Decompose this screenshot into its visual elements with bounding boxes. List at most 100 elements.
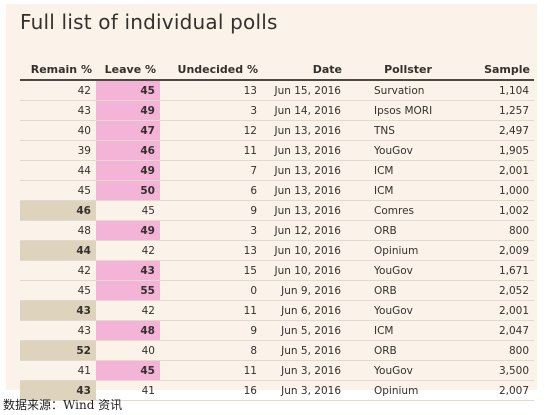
cell-undecided: 15 bbox=[160, 260, 262, 281]
cell-leave: 45 bbox=[96, 360, 160, 381]
cell-leave: 45 bbox=[96, 80, 160, 101]
cell-sample: 800 bbox=[470, 340, 534, 361]
column-header-date: Date bbox=[262, 56, 346, 81]
table-row: 45 55 0 Jun 9, 2016 ORB 2,052 bbox=[20, 280, 534, 301]
cell-pollster: Comres bbox=[346, 200, 470, 221]
cell-undecided: 6 bbox=[160, 180, 262, 201]
table-row: 43 41 16 Jun 3, 2016 Opinium 2,007 bbox=[20, 380, 534, 401]
cell-sample: 1,000 bbox=[470, 180, 534, 201]
cell-remain: 43 bbox=[20, 320, 96, 341]
table-row: 39 46 11 Jun 13, 2016 YouGov 1,905 bbox=[20, 140, 534, 161]
cell-leave: 55 bbox=[96, 280, 160, 301]
cell-undecided: 8 bbox=[160, 340, 262, 361]
cell-undecided: 11 bbox=[160, 300, 262, 321]
cell-undecided: 3 bbox=[160, 220, 262, 241]
cell-undecided: 0 bbox=[160, 280, 262, 301]
cell-sample: 2,497 bbox=[470, 120, 534, 141]
cell-sample: 1,671 bbox=[470, 260, 534, 281]
cell-sample: 2,052 bbox=[470, 280, 534, 301]
cell-sample: 2,001 bbox=[470, 160, 534, 181]
cell-undecided: 16 bbox=[160, 380, 262, 401]
cell-date: Jun 6, 2016 bbox=[262, 300, 346, 321]
cell-undecided: 13 bbox=[160, 240, 262, 261]
cell-remain: 44 bbox=[20, 160, 96, 181]
cell-sample: 800 bbox=[470, 220, 534, 241]
cell-remain: 45 bbox=[20, 180, 96, 201]
cell-remain: 43 bbox=[20, 300, 96, 321]
table-row: 43 49 3 Jun 14, 2016 Ipsos MORI 1,257 bbox=[20, 100, 534, 121]
cell-leave: 49 bbox=[96, 160, 160, 181]
cell-date: Jun 13, 2016 bbox=[262, 200, 346, 221]
cell-leave: 48 bbox=[96, 320, 160, 341]
cell-date: Jun 15, 2016 bbox=[262, 80, 346, 101]
source-note: 数据来源：Wind 资讯 bbox=[3, 398, 123, 412]
cell-sample: 1,104 bbox=[470, 80, 534, 101]
table-row: 41 45 11 Jun 3, 2016 YouGov 3,500 bbox=[20, 360, 534, 381]
cell-date: Jun 13, 2016 bbox=[262, 160, 346, 181]
cell-sample: 3,500 bbox=[470, 360, 534, 381]
table-row: 42 45 13 Jun 15, 2016 Survation 1,104 bbox=[20, 80, 534, 101]
cell-date: Jun 10, 2016 bbox=[262, 260, 346, 281]
cell-undecided: 12 bbox=[160, 120, 262, 141]
poll-table-card: Full list of individual polls Remain % L… bbox=[6, 4, 537, 401]
cell-pollster: YouGov bbox=[346, 360, 470, 381]
cell-leave: 49 bbox=[96, 100, 160, 121]
cell-sample: 1,905 bbox=[470, 140, 534, 161]
cell-date: Jun 5, 2016 bbox=[262, 320, 346, 341]
table-row: 42 43 15 Jun 10, 2016 YouGov 1,671 bbox=[20, 260, 534, 281]
table-body: 42 45 13 Jun 15, 2016 Survation 1,104 43 49 3 Jun… bbox=[20, 80, 534, 401]
cell-pollster: ICM bbox=[346, 180, 470, 201]
table-row: 43 42 11 Jun 6, 2016 YouGov 2,001 bbox=[20, 300, 534, 321]
cell-pollster: Opinium bbox=[346, 240, 470, 261]
cell-undecided: 11 bbox=[160, 360, 262, 381]
cell-remain: 44 bbox=[20, 240, 96, 261]
cell-undecided: 13 bbox=[160, 80, 262, 101]
cell-remain: 45 bbox=[20, 280, 96, 301]
cell-remain: 39 bbox=[20, 140, 96, 161]
cell-pollster: Opinium bbox=[346, 380, 470, 401]
cell-date: Jun 13, 2016 bbox=[262, 140, 346, 161]
cell-leave: 47 bbox=[96, 120, 160, 141]
table-title: Full list of individual polls bbox=[20, 10, 278, 34]
cell-sample: 1,257 bbox=[470, 100, 534, 121]
cell-leave: 41 bbox=[96, 380, 160, 401]
cell-date: Jun 5, 2016 bbox=[262, 340, 346, 361]
cell-date: Jun 3, 2016 bbox=[262, 360, 346, 381]
cell-undecided: 11 bbox=[160, 140, 262, 161]
cell-pollster: ORB bbox=[346, 340, 470, 361]
cell-pollster: ICM bbox=[346, 320, 470, 341]
cell-leave: 40 bbox=[96, 340, 160, 361]
cell-remain: 43 bbox=[20, 100, 96, 121]
cell-pollster: YouGov bbox=[346, 260, 470, 281]
cell-date: Jun 10, 2016 bbox=[262, 240, 346, 261]
cell-sample: 2,007 bbox=[470, 380, 534, 401]
cell-remain: 43 bbox=[20, 380, 96, 401]
cell-sample: 1,002 bbox=[470, 200, 534, 221]
column-header-sample: Sample bbox=[470, 56, 534, 81]
cell-pollster: YouGov bbox=[346, 140, 470, 161]
table-row: 40 47 12 Jun 13, 2016 TNS 2,497 bbox=[20, 120, 534, 141]
cell-date: Jun 14, 2016 bbox=[262, 100, 346, 121]
cell-pollster: ORB bbox=[346, 280, 470, 301]
cell-date: Jun 13, 2016 bbox=[262, 120, 346, 141]
cell-leave: 46 bbox=[96, 140, 160, 161]
cell-undecided: 9 bbox=[160, 320, 262, 341]
cell-pollster: TNS bbox=[346, 120, 470, 141]
table-row: 52 40 8 Jun 5, 2016 ORB 800 bbox=[20, 340, 534, 361]
cell-remain: 46 bbox=[20, 200, 96, 221]
cell-remain: 40 bbox=[20, 120, 96, 141]
cell-date: Jun 3, 2016 bbox=[262, 380, 346, 401]
polls-table: Remain % Leave % Undecided % Date Pollst… bbox=[20, 56, 534, 401]
cell-undecided: 3 bbox=[160, 100, 262, 121]
cell-leave: 42 bbox=[96, 240, 160, 261]
cell-pollster: Survation bbox=[346, 80, 470, 101]
table-row: 43 48 9 Jun 5, 2016 ICM 2,047 bbox=[20, 320, 534, 341]
cell-pollster: YouGov bbox=[346, 300, 470, 321]
cell-date: Jun 12, 2016 bbox=[262, 220, 346, 241]
cell-pollster: Ipsos MORI bbox=[346, 100, 470, 121]
table-row: 46 45 9 Jun 13, 2016 Comres 1,002 bbox=[20, 200, 534, 221]
cell-sample: 2,001 bbox=[470, 300, 534, 321]
cell-leave: 45 bbox=[96, 200, 160, 221]
column-header-leave: Leave % bbox=[96, 56, 160, 81]
cell-date: Jun 9, 2016 bbox=[262, 280, 346, 301]
